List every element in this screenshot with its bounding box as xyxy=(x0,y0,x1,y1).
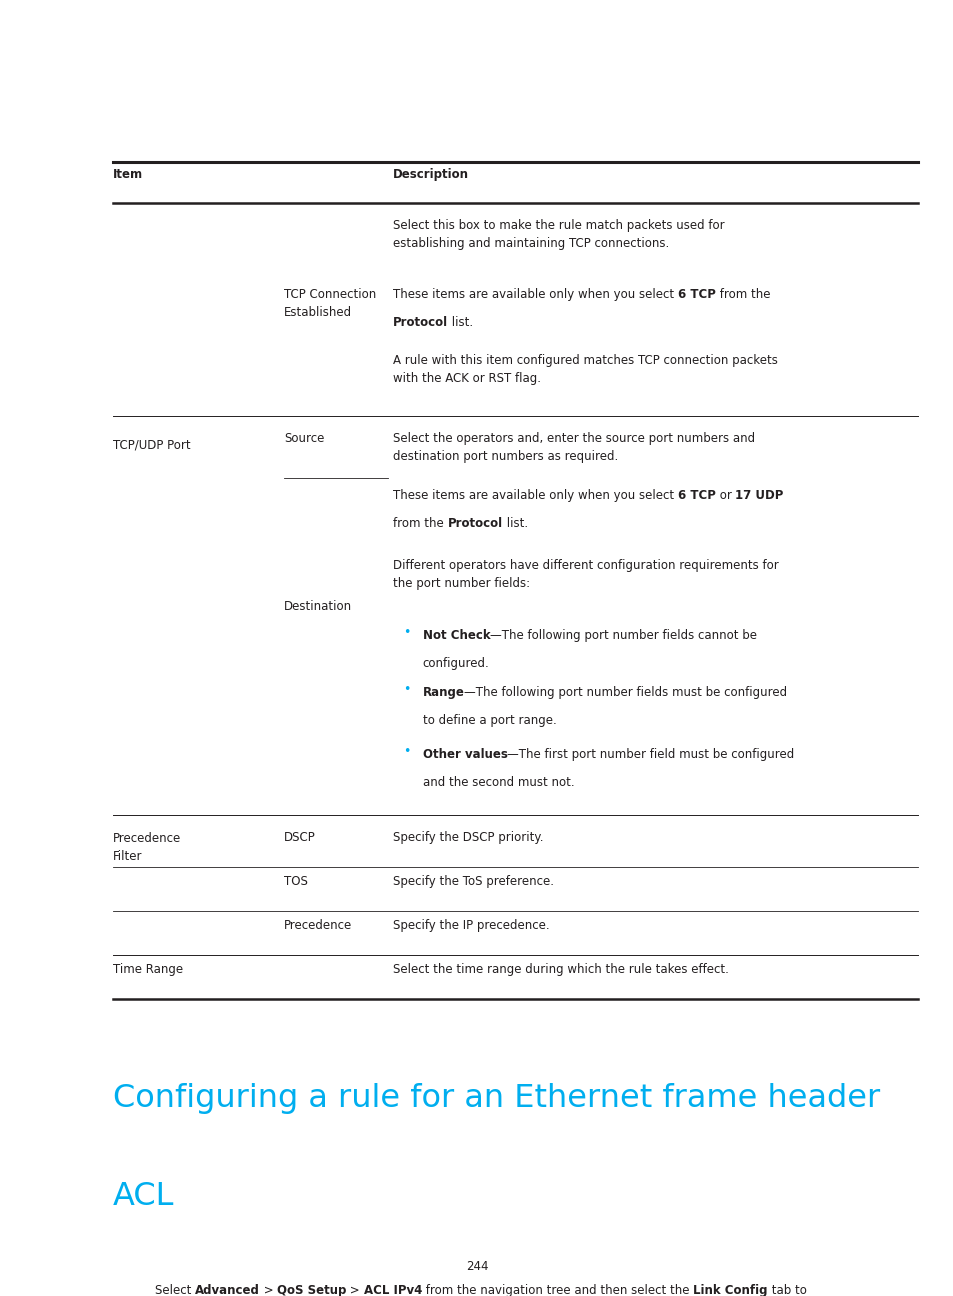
Text: TCP Connection
Established: TCP Connection Established xyxy=(284,288,376,319)
Text: Select the time range during which the rule takes effect.: Select the time range during which the r… xyxy=(393,963,728,976)
Text: Precedence: Precedence xyxy=(284,919,353,932)
Text: DSCP: DSCP xyxy=(284,831,315,844)
Text: list.: list. xyxy=(502,517,527,530)
Text: TCP/UDP Port: TCP/UDP Port xyxy=(112,438,190,451)
Text: and the second must not.: and the second must not. xyxy=(422,776,574,789)
Text: A rule with this item configured matches TCP connection packets
with the ACK or : A rule with this item configured matches… xyxy=(393,354,777,385)
Text: from the: from the xyxy=(393,517,447,530)
Text: Range: Range xyxy=(422,686,464,699)
Text: >: > xyxy=(346,1284,363,1296)
Text: Select this box to make the rule match packets used for
establishing and maintai: Select this box to make the rule match p… xyxy=(393,219,724,250)
Text: Other values: Other values xyxy=(422,748,507,761)
Text: These items are available only when you select: These items are available only when you … xyxy=(393,489,678,502)
Text: or: or xyxy=(715,489,735,502)
Text: Protocol: Protocol xyxy=(393,316,448,329)
Text: Specify the DSCP priority.: Specify the DSCP priority. xyxy=(393,831,543,844)
Text: ACL: ACL xyxy=(112,1181,173,1212)
Text: QoS Setup: QoS Setup xyxy=(276,1284,346,1296)
Text: Advanced: Advanced xyxy=(194,1284,259,1296)
Text: •: • xyxy=(403,626,411,639)
Text: Item: Item xyxy=(112,167,143,181)
Text: ACL IPv4: ACL IPv4 xyxy=(363,1284,421,1296)
Text: from the: from the xyxy=(715,288,769,301)
Text: Destination: Destination xyxy=(284,600,352,613)
Text: Select the operators and, enter the source port numbers and
destination port num: Select the operators and, enter the sour… xyxy=(393,432,755,463)
Text: Different operators have different configuration requirements for
the port numbe: Different operators have different confi… xyxy=(393,559,778,590)
Text: TOS: TOS xyxy=(284,875,308,888)
Text: Description: Description xyxy=(393,167,469,181)
Text: 244: 244 xyxy=(465,1260,488,1273)
Text: Select: Select xyxy=(154,1284,194,1296)
Text: from the navigation tree and then select the: from the navigation tree and then select… xyxy=(421,1284,693,1296)
Text: Precedence
Filter: Precedence Filter xyxy=(112,832,181,863)
Text: —The following port number fields cannot be: —The following port number fields cannot… xyxy=(490,629,757,642)
Text: Configuring a rule for an Ethernet frame header: Configuring a rule for an Ethernet frame… xyxy=(112,1083,879,1115)
Text: Not Check: Not Check xyxy=(422,629,490,642)
Text: configured.: configured. xyxy=(422,657,489,670)
Text: These items are available only when you select: These items are available only when you … xyxy=(393,288,678,301)
Text: —The first port number field must be configured: —The first port number field must be con… xyxy=(507,748,794,761)
Text: Specify the IP precedence.: Specify the IP precedence. xyxy=(393,919,549,932)
Text: to define a port range.: to define a port range. xyxy=(422,714,556,727)
Text: 6 TCP: 6 TCP xyxy=(678,489,715,502)
Text: list.: list. xyxy=(448,316,473,329)
Text: Source: Source xyxy=(284,432,324,445)
Text: 6 TCP: 6 TCP xyxy=(678,288,715,301)
Text: —The following port number fields must be configured: —The following port number fields must b… xyxy=(464,686,787,699)
Text: 17 UDP: 17 UDP xyxy=(735,489,783,502)
Text: •: • xyxy=(403,683,411,696)
Text: >: > xyxy=(259,1284,276,1296)
Text: Link Config: Link Config xyxy=(693,1284,767,1296)
Text: Protocol: Protocol xyxy=(447,517,502,530)
Text: •: • xyxy=(403,745,411,758)
Text: tab to: tab to xyxy=(767,1284,806,1296)
Text: Specify the ToS preference.: Specify the ToS preference. xyxy=(393,875,554,888)
Text: Time Range: Time Range xyxy=(112,963,183,976)
